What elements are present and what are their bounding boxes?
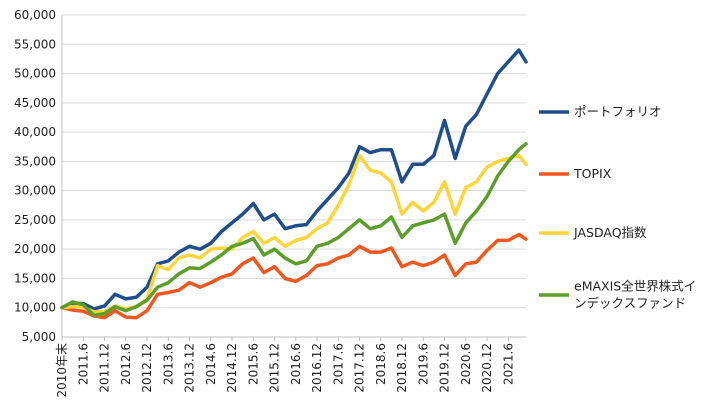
y-tick-label: 50,000	[14, 67, 56, 81]
y-tick-label: 60,000	[14, 8, 56, 22]
y-tick-label: 30,000	[14, 184, 56, 198]
x-tick-label: 2016.6	[289, 343, 303, 385]
x-tick-label: 2014.12	[225, 343, 239, 393]
y-tick-label: 25,000	[14, 213, 56, 227]
x-tick-label: 2020.6	[459, 343, 473, 385]
y-tick-label: 15,000	[14, 271, 56, 285]
series-line-4	[60, 142, 528, 318]
grid-lines	[62, 14, 526, 309]
x-tick-label: 2013.12	[183, 343, 197, 393]
legend-label: ンデックスファンド	[574, 296, 686, 311]
y-tick-label: 35,000	[14, 154, 56, 168]
x-tick-label: 2014.6	[204, 343, 218, 385]
legend-item-2: TOPIX	[539, 166, 612, 181]
series-line-2	[60, 232, 528, 320]
x-tick-label: 2011.6	[76, 343, 90, 385]
x-tick-label: 2018.12	[395, 343, 409, 393]
x-axis-tick-labels: 2010年末 2011.6 2011.12 2012.6 2012.12 2013.6 20…	[55, 343, 515, 398]
axes	[61, 15, 526, 341]
y-tick-label: 5,000	[22, 330, 56, 344]
x-tick-label: 2019.6	[416, 343, 430, 385]
x-tick-label: 2013.6	[161, 343, 175, 385]
x-tick-label: 2019.12	[438, 343, 452, 393]
legend-label: JASDAQ指数	[573, 225, 647, 240]
legend-item-1: ポートフォリオ	[539, 104, 662, 119]
legend: ポートフォリオ TOPIX JASDAQ指数 eMAXIS全世界株式インデックスファン…	[539, 104, 696, 311]
x-tick-label: 2020.12	[480, 343, 494, 393]
legend-label: ポートフォリオ	[574, 104, 662, 119]
legend-item-3: JASDAQ指数	[539, 225, 647, 240]
y-tick-label: 10,000	[14, 301, 56, 315]
x-tick-label: 2018.6	[374, 343, 388, 385]
y-tick-label: 45,000	[14, 96, 56, 110]
series-lines	[60, 48, 528, 320]
x-tick-label: 2012.6	[119, 343, 133, 385]
x-tick-label: 2011.12	[98, 343, 112, 393]
x-tick-label: 2015.12	[268, 343, 282, 393]
x-tick-label: 2012.12	[140, 343, 154, 393]
series-line-1	[60, 48, 528, 311]
legend-label: eMAXIS全世界株式イ	[574, 279, 696, 294]
y-axis-tick-labels: 5,000 10,000 15,000 20,000 25,000 30,000 35,00…	[14, 8, 56, 344]
x-tick-label: 2021.6	[501, 343, 515, 385]
x-tick-label: 2017.6	[331, 343, 345, 385]
x-tick-label: 2015.6	[246, 343, 260, 385]
legend-label: TOPIX	[573, 166, 612, 181]
x-tick-label: 2016.12	[310, 343, 324, 393]
x-tick-label: 2010年末	[55, 343, 69, 398]
y-tick-label: 55,000	[14, 37, 56, 51]
y-tick-label: 40,000	[14, 125, 56, 139]
x-tick-label: 2017.12	[353, 343, 367, 393]
series-line-3	[60, 153, 528, 314]
y-tick-label: 20,000	[14, 242, 56, 256]
